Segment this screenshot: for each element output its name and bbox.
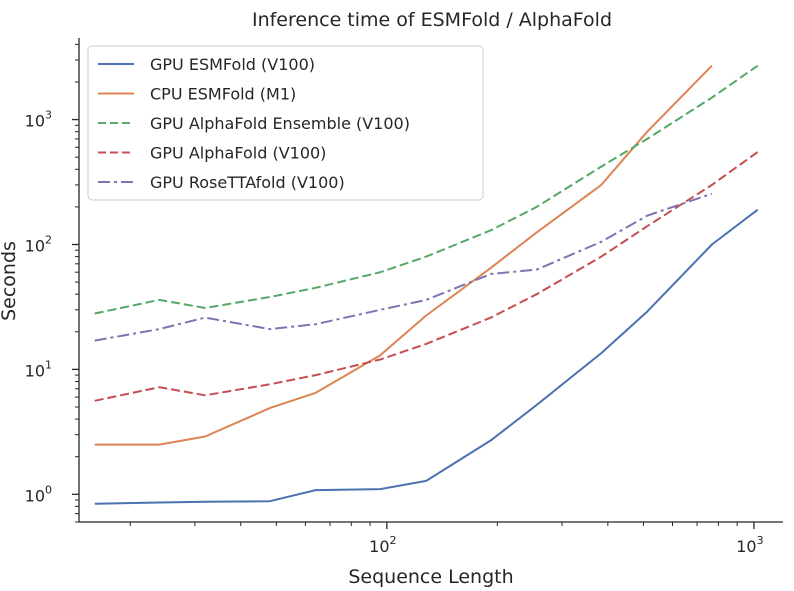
legend-frame xyxy=(87,45,484,201)
legend-label-2: GPU AlphaFold Ensemble (V100) xyxy=(150,114,410,133)
series-line-4 xyxy=(94,192,713,342)
legend-label-3: GPU AlphaFold (V100) xyxy=(150,144,326,163)
x-axis-label: Sequence Length xyxy=(348,566,513,588)
y-tick-label: 100 xyxy=(25,483,52,505)
x-tick-label: 103 xyxy=(736,534,763,556)
legend-label-4: GPU RoseTTAfold (V100) xyxy=(150,173,345,192)
legend: GPU ESMFold (V100) CPU ESMFold (M1) GPU Al… xyxy=(87,45,484,201)
chart-title: Inference time of ESMFold / AlphaFold xyxy=(252,9,612,31)
series-line-3 xyxy=(94,151,759,402)
x-tick-label: 102 xyxy=(369,534,396,556)
y-tick-label: 101 xyxy=(25,358,52,380)
series-line-2 xyxy=(94,64,759,315)
legend-label-1: CPU ESMFold (M1) xyxy=(150,85,296,104)
series-line-1 xyxy=(94,64,713,446)
y-axis-label: Seconds xyxy=(0,241,20,321)
y-tick-label: 103 xyxy=(25,109,52,131)
series-line-0 xyxy=(94,208,759,505)
legend-label-0: GPU ESMFold (V100) xyxy=(150,55,315,74)
series-layer xyxy=(94,64,759,505)
y-ticks: 100 101 102 103 xyxy=(25,43,79,523)
y-tick-label: 102 xyxy=(25,233,52,255)
x-ticks: 102 103 xyxy=(129,522,764,556)
